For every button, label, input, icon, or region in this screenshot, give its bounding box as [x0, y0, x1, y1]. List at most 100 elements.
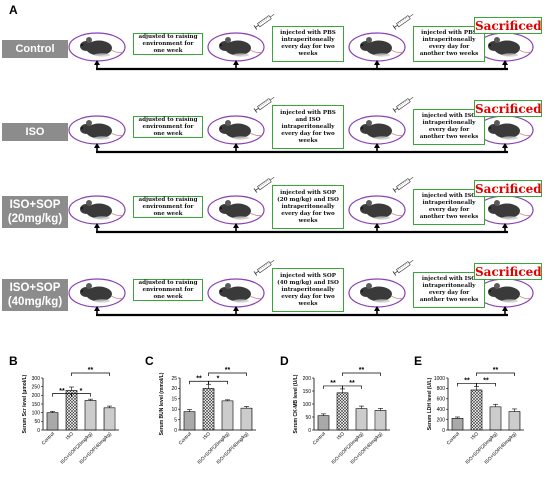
syringe-icon — [253, 97, 275, 113]
y-tick-label: 250 — [32, 384, 41, 390]
x-tick-label: Control — [312, 431, 327, 446]
timeline-arrowhead — [94, 306, 100, 311]
step-box: adjusted to raising environment for one … — [133, 33, 203, 55]
bar — [202, 388, 215, 431]
y-tick-label: 15 — [171, 397, 177, 403]
panel-label: C — [145, 354, 154, 368]
step-box: injected with ISO intraperitoneally ever… — [413, 109, 485, 145]
group-label: ISO — [2, 123, 68, 141]
y-tick-label: 0 — [37, 428, 40, 434]
significance-label: ** — [349, 380, 355, 387]
step-box: adjusted to raising environment for one … — [133, 116, 203, 138]
syringe-icon — [253, 260, 275, 276]
syringe-icon — [392, 177, 414, 193]
y-tick-label: 100 — [303, 402, 312, 408]
panel-label: E — [414, 354, 423, 368]
x-tick-label: ISO — [202, 431, 212, 441]
y-axis-label: Serum CK-MB level (U/L) — [293, 374, 299, 433]
mouse-icon — [348, 32, 406, 62]
significance-label: ** — [464, 378, 470, 385]
timeline-arrowhead — [374, 223, 380, 228]
y-tick-label: 600 — [437, 397, 446, 403]
timeline-arrowhead — [502, 143, 508, 148]
mouse-icon — [476, 195, 534, 225]
x-tick-label: Control — [446, 431, 461, 446]
x-tick-label: ISO+SOP(40mg/kg) — [215, 431, 250, 466]
group-label: Control — [2, 40, 68, 58]
bar — [317, 415, 330, 431]
y-tick-label: 150 — [303, 389, 312, 395]
significance-bracket — [71, 393, 91, 397]
timeline-arrowhead — [502, 223, 508, 228]
step-box: adjusted to raising environment for one … — [133, 196, 203, 218]
panel-label: D — [280, 354, 289, 368]
y-tick-label: 200 — [437, 417, 446, 423]
x-tick-label: ISO+SOP(40mg/kg) — [483, 431, 518, 466]
bar — [221, 400, 234, 431]
mouse-icon — [68, 32, 126, 62]
timeline-arrowhead — [502, 60, 508, 65]
y-axis-label: Serum Scr level (μmol/L) — [22, 374, 28, 433]
mouse-icon — [476, 278, 534, 308]
y-tick-label: 25 — [171, 376, 177, 382]
y-axis-label: Serum LDH level (U/L) — [427, 377, 433, 430]
step-box: injected with PBS intraperitoneally ever… — [413, 26, 485, 62]
syringe-icon — [392, 14, 414, 30]
mouse-icon — [207, 195, 265, 225]
significance-bracket — [476, 372, 515, 376]
sacrificed-label: Sacrificed — [474, 17, 542, 34]
y-tick-label: 200 — [303, 376, 312, 382]
mouse-icon — [68, 278, 126, 308]
y-tick-label: 0 — [174, 428, 177, 434]
step-box: injected with PBS and ISO intraperitonea… — [272, 105, 344, 149]
y-tick-label: 0 — [442, 428, 445, 434]
y-tick-label: 400 — [437, 407, 446, 413]
mouse-icon — [348, 278, 406, 308]
step-box: injected with ISO intraperitoneally ever… — [413, 189, 485, 225]
mouse-icon — [476, 32, 534, 62]
significance-bracket — [342, 372, 381, 376]
x-tick-label: ISO+SOP(20mg/kg) — [464, 431, 499, 466]
y-tick-label: 800 — [437, 386, 446, 392]
timeline-row — [68, 97, 534, 154]
significance-label: ** — [359, 367, 365, 374]
timeline-arrowhead — [374, 306, 380, 311]
bar-chart-c: 0 5 10 15 20 25 Serum BUN level (mmol/L) Contro… — [159, 367, 256, 466]
mouse-icon — [348, 115, 406, 145]
timeline-arrowhead — [94, 223, 100, 228]
x-tick-label: ISO — [336, 431, 346, 441]
timeline-row — [68, 260, 534, 317]
step-box: injected with SOP (40 mg/kg) and ISO int… — [272, 268, 344, 312]
y-tick-label: 50 — [34, 419, 40, 425]
bar — [183, 411, 196, 431]
y-tick-label: 5 — [174, 417, 177, 423]
x-tick-label: ISO+SOP(40mg/kg) — [349, 431, 384, 466]
timeline-arrowhead — [233, 143, 239, 148]
y-axis-label: Serum BUN level (mmol/L) — [159, 372, 165, 435]
timeline-arrowhead — [374, 60, 380, 65]
mouse-icon — [207, 278, 265, 308]
step-box: adjusted to raising environment for one … — [133, 279, 203, 301]
mouse-icon — [68, 195, 126, 225]
sacrificed-label: Sacrificed — [474, 100, 542, 117]
timeline-arrowhead — [233, 223, 239, 228]
bar — [336, 392, 349, 431]
bar — [355, 408, 368, 431]
bar — [103, 407, 116, 431]
significance-label: ** — [59, 388, 65, 395]
group-label: ISO+SOP (20mg/kg) — [2, 196, 68, 228]
mouse-icon — [348, 195, 406, 225]
x-tick-label: ISO+SOP(40mg/kg) — [78, 431, 113, 466]
bar — [508, 411, 521, 431]
syringe-icon — [253, 14, 275, 30]
significance-label: ** — [483, 378, 489, 385]
y-tick-label: 10 — [171, 407, 177, 413]
group-label: ISO+SOP (40mg/kg) — [2, 279, 68, 311]
x-tick-label: ISO+SOP(20mg/kg) — [330, 431, 365, 466]
x-tick-label: Control — [41, 431, 56, 446]
x-tick-label: ISO+SOP(20mg/kg) — [59, 431, 94, 466]
sacrificed-label: Sacrificed — [474, 263, 542, 280]
bar — [46, 412, 59, 431]
